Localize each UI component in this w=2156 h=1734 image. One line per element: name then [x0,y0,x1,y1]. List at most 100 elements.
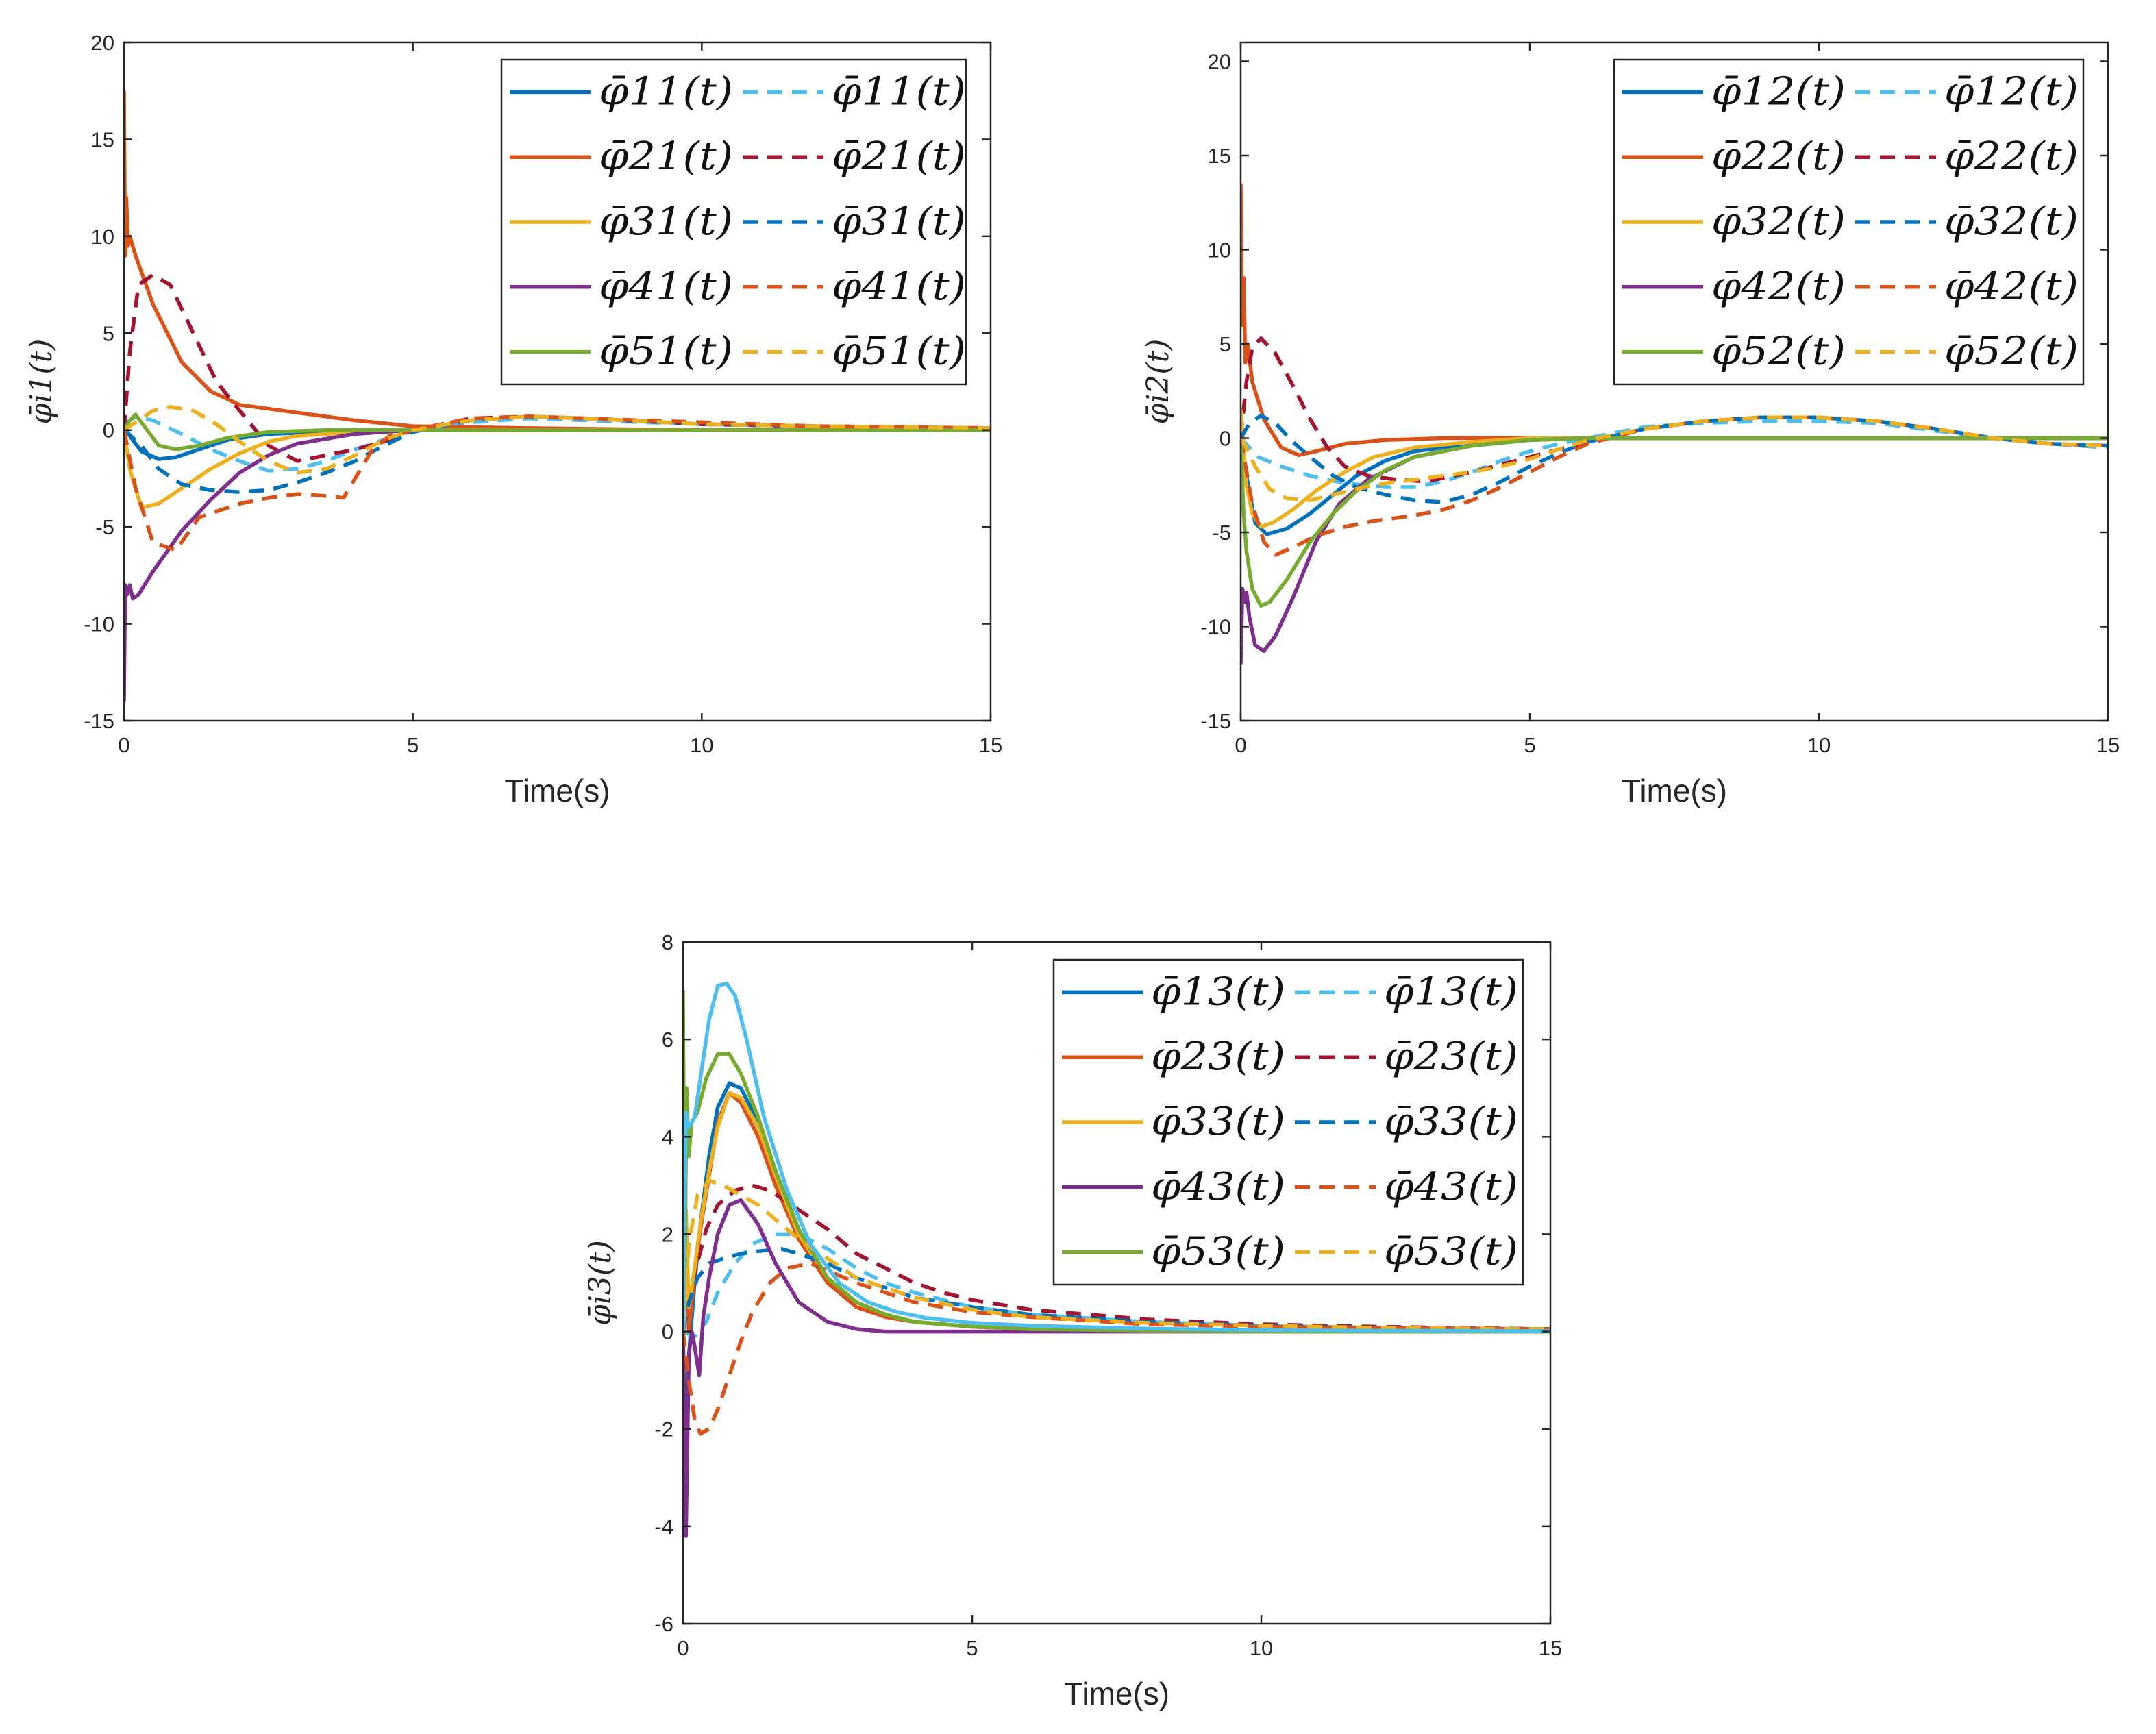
y-axis-label: φ̄i1(t) [24,339,59,425]
y-tick-label: 10 [91,225,114,249]
legend-entry-label: φ̄31(t) [599,199,733,244]
legend-entry-label: φ̄11(t) [599,69,733,114]
y-tick-label: 20 [1208,50,1231,74]
x-tick-label: 15 [2096,733,2120,757]
x-tick-label: 5 [407,733,419,757]
series-line-10 [1241,415,2108,503]
series-line-2 [1241,419,2108,489]
series-group [1241,184,2108,665]
legend-entry-label: φ̄21(t) [832,134,966,179]
legend: φ̄13(t) φ̄13(t) φ̄23(t) φ̄23(t) φ̄33(t) φ̄33(… [1052,958,1524,1286]
series-line-8 [124,414,991,552]
y-tick-label: 0 [103,419,114,443]
y-tick-label: -5 [1212,521,1231,545]
y-tick-label: 0 [1219,427,1231,451]
y-tick-label: 15 [91,127,114,151]
series-line-3 [124,90,991,432]
y-tick-label: -6 [654,1612,673,1636]
series-line-10 [683,1178,1550,1332]
legend-entry-label: φ̄32(t) [1711,199,1846,244]
legend: φ̄11(t) φ̄11(t) φ̄21(t) φ̄21(t) φ̄31(t) φ̄31(… [500,58,967,386]
series-line-4 [683,1183,1550,1333]
legend-entry-label: φ̄23(t) [1384,1035,1518,1079]
y-tick-label: 5 [103,321,114,345]
y-tick-label: -4 [654,1515,673,1539]
x-tick-label: 15 [1539,1636,1562,1660]
y-tick-label: -15 [84,709,114,733]
legend-entry-label: φ̄33(t) [1151,1100,1285,1144]
legend-entry-label: φ̄43(t) [1151,1165,1285,1209]
legend-entry-label: φ̄21(t) [599,134,733,179]
y-tick-label: -10 [1200,615,1231,639]
legend-entry-label: φ̄42(t) [1944,264,2079,309]
x-tick-label: 10 [1250,1636,1273,1660]
x-tick-label: 0 [1235,733,1246,757]
y-tick-label: -5 [95,515,114,539]
series-line-7 [124,428,991,702]
legend-entry-label: φ̄52(t) [1944,330,2079,374]
legend-entry-label: φ̄13(t) [1384,969,1518,1014]
x-tick-label: 0 [118,733,129,757]
series-line-8 [1241,415,2108,557]
series-line-10 [124,405,991,475]
x-axis-label: Time(s) [1064,1676,1169,1711]
legend-entry-label: φ̄22(t) [1944,134,2079,179]
legend-entry-label: φ̄11(t) [832,69,966,114]
legend-entry-label: φ̄53(t) [1384,1230,1518,1274]
x-axis-label: Time(s) [1622,773,1727,808]
series-line-3 [1241,184,2108,458]
legend-entry-label: φ̄42(t) [1711,264,1846,309]
panel-1: 0 5 10 15 -15 -10 -5 0 5 10 15 20 Time(s) φ̄i1(t) φ̄11… [24,31,1002,808]
legend-entry-label: φ̄12(t) [1711,69,1846,114]
x-tick-label: 10 [1807,733,1831,757]
series-line-9 [683,991,1550,1334]
x-tick-label: 5 [1524,733,1535,757]
x-tick-label: 5 [966,1636,978,1660]
legend-entry-label: φ̄41(t) [832,264,966,309]
legend-entry-label: φ̄13(t) [1151,969,1285,1014]
y-tick-label: 5 [1219,332,1231,356]
y-tick-label: 15 [1208,144,1231,168]
legend-entry-label: φ̄53(t) [1151,1230,1285,1274]
series-line-6 [1241,413,2108,504]
y-tick-label: 10 [1208,238,1231,262]
axes-frame [682,941,1552,1625]
legend-entry-label: φ̄51(t) [599,330,733,374]
y-tick-label: -15 [1200,709,1231,733]
legend-entry-label: φ̄41(t) [599,264,733,309]
x-tick-label: 10 [690,733,713,757]
legend-entry-label: φ̄23(t) [1151,1035,1285,1079]
legend-entry-label: φ̄32(t) [1944,199,2079,244]
series-line-11 [683,981,1550,1333]
series-group [124,90,991,702]
y-tick-label: 20 [91,31,114,55]
y-axis-label: φ̄i3(t) [583,1240,618,1326]
legend-entry-label: φ̄51(t) [832,330,966,374]
x-axis-label: Time(s) [504,773,610,808]
y-axis-label: φ̄i2(t) [1141,339,1176,425]
series-line-6 [124,414,991,494]
y-tick-label: -2 [654,1417,673,1441]
x-tick-label: 15 [979,733,1002,757]
legend-entry-label: φ̄33(t) [1384,1100,1518,1144]
y-tick-label: 4 [662,1125,673,1149]
series-line-9 [1241,436,2108,608]
y-tick-label: 2 [662,1222,673,1246]
y-tick-label: -10 [84,612,114,636]
legend-entry-label: φ̄52(t) [1711,330,1846,374]
series-line-9 [124,412,991,451]
panel-2: 0 5 10 15 -15 -10 -5 0 5 10 15 20 Time(s) φ̄i2(t) φ̄12… [1141,41,2120,808]
legend: φ̄12(t) φ̄12(t) φ̄22(t) φ̄22(t) φ̄32(t) φ̄32(… [1613,58,2085,386]
series-line-7 [683,1198,1550,1538]
legend-entry-label: φ̄43(t) [1384,1165,1518,1209]
y-tick-label: 6 [662,1028,673,1052]
y-tick-label: 8 [662,930,673,954]
legend-entry-label: φ̄31(t) [832,199,966,244]
legend-entry-label: φ̄12(t) [1944,69,2079,114]
axes-frame [1239,41,2109,722]
axes-frame [123,41,992,722]
legend-entry-label: φ̄22(t) [1711,134,1846,179]
series-group [683,981,1550,1538]
